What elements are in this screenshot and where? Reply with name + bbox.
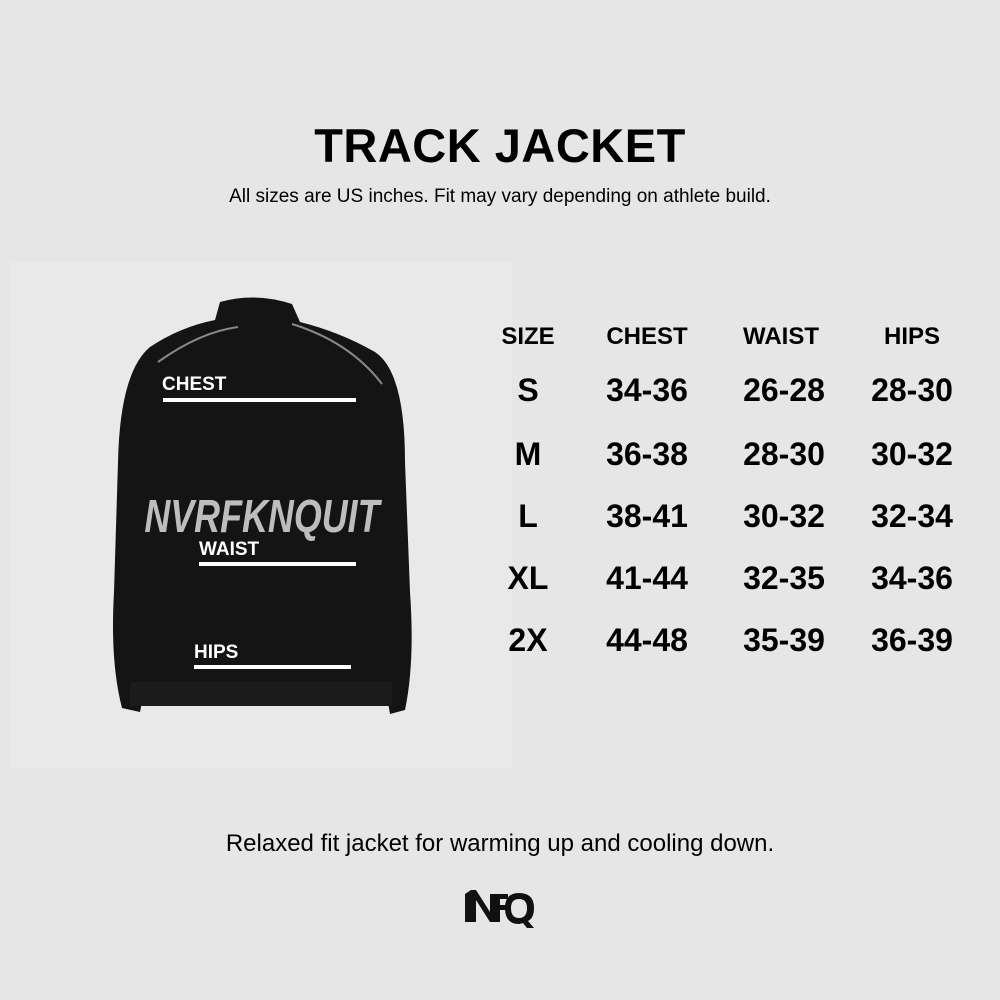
cell-size: L	[518, 498, 538, 534]
cell-size: 2X	[508, 622, 548, 658]
cell-chest: 44-48	[606, 622, 688, 658]
cell-hips: 30-32	[871, 436, 953, 472]
waist-label: WAIST	[199, 539, 260, 560]
hips-line	[194, 665, 351, 669]
subtitle: All sizes are US inches. Fit may vary de…	[229, 186, 771, 207]
cell-chest: 41-44	[606, 560, 688, 596]
cell-size: M	[514, 436, 542, 472]
cell-hips: 28-30	[871, 372, 953, 408]
waist-line	[199, 562, 356, 566]
cell-hips: 34-36	[871, 560, 953, 596]
page-title: TRACK JACKET	[314, 119, 686, 172]
chest-line	[163, 398, 356, 402]
jacket-print-text: NVRFKNQUIT	[144, 491, 382, 542]
cell-waist: 35-39	[743, 622, 825, 658]
jacket-image: NVRFKNQUIT	[113, 297, 412, 714]
tagline: Relaxed fit jacket for warming up and co…	[225, 830, 775, 857]
cell-waist: 30-32	[743, 498, 825, 534]
header-chest: CHEST	[606, 323, 688, 350]
cell-waist: 28-30	[743, 436, 825, 472]
cell-waist: 32-35	[743, 560, 825, 596]
header-size: SIZE	[501, 323, 555, 350]
cell-size: XL	[507, 560, 549, 596]
chest-label: CHEST	[162, 374, 227, 395]
jacket-photo: NVRFKNQUIT CHEST WAIST HIPS	[10, 262, 512, 768]
cell-chest: 36-38	[606, 436, 688, 472]
nfq-logo	[462, 888, 538, 935]
cell-chest: 34-36	[606, 372, 688, 408]
hips-label: HIPS	[194, 642, 239, 663]
cell-chest: 38-41	[606, 498, 688, 534]
cell-size: S	[517, 372, 539, 408]
header-waist: WAIST	[743, 323, 819, 350]
cell-hips: 36-39	[871, 622, 953, 658]
header-hips: HIPS	[883, 323, 940, 350]
cell-waist: 26-28	[743, 372, 825, 408]
cell-hips: 32-34	[871, 498, 953, 534]
